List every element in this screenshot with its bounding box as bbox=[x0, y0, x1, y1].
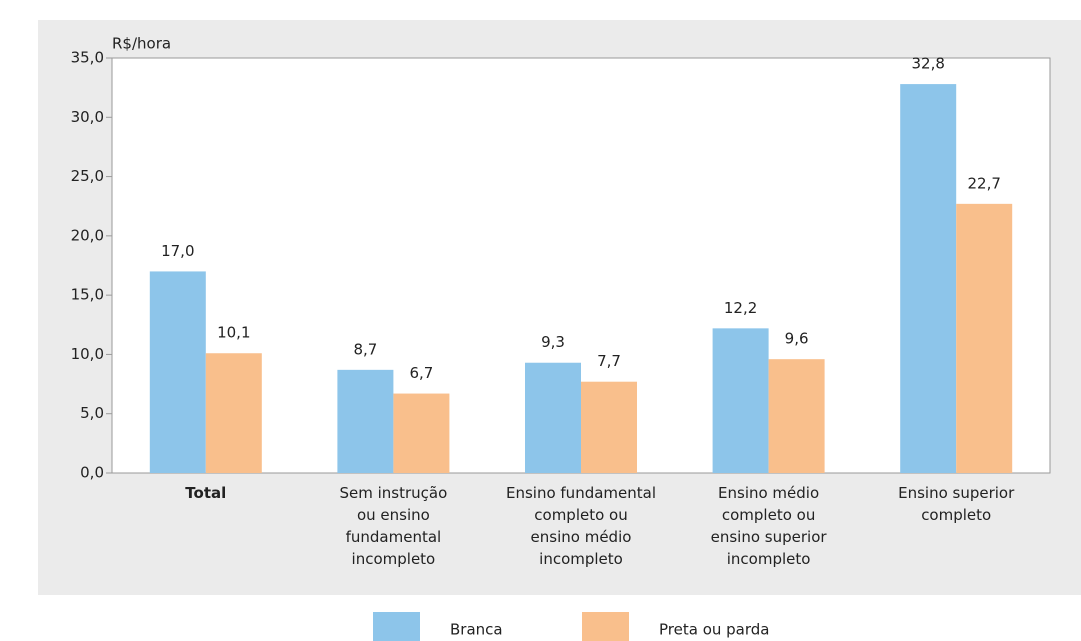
bar bbox=[768, 359, 825, 473]
x-tick-label-line: Ensino superior bbox=[898, 484, 1015, 502]
x-tick-label-line: Total bbox=[185, 484, 226, 502]
y-tick-label: 10,0 bbox=[71, 345, 104, 363]
y-tick-label: 30,0 bbox=[71, 108, 104, 126]
y-tick-label: 25,0 bbox=[71, 167, 104, 185]
value-label: 32,8 bbox=[911, 55, 944, 73]
x-tick-label-line: completo ou bbox=[722, 506, 815, 524]
value-label: 9,3 bbox=[541, 333, 565, 351]
x-tick-label-line: Ensino fundamental bbox=[506, 484, 656, 502]
value-label: 17,0 bbox=[161, 242, 194, 260]
x-tick-label-line: incompleto bbox=[352, 550, 436, 568]
x-tick-label-line: Sem instrução bbox=[340, 484, 448, 502]
x-tick-label-line: incompleto bbox=[727, 550, 811, 568]
bar bbox=[712, 328, 769, 473]
bar bbox=[956, 203, 1013, 474]
x-tick-label-line: fundamental bbox=[346, 528, 442, 546]
y-tick-label: 0,0 bbox=[80, 464, 104, 482]
y-tick-label: 15,0 bbox=[71, 286, 104, 304]
value-label: 6,7 bbox=[409, 364, 433, 382]
y-axis-label: R$/hora bbox=[112, 35, 171, 53]
legend-swatch bbox=[373, 612, 420, 641]
x-tick-label: Ensino superior completo bbox=[898, 484, 1015, 524]
x-tick-label-line: completo ou bbox=[534, 506, 627, 524]
x-tick-label-line: ensino médio bbox=[531, 528, 632, 546]
x-tick-label: Total bbox=[185, 484, 226, 502]
value-label: 10,1 bbox=[217, 324, 250, 342]
legend-label: Branca bbox=[450, 621, 503, 639]
y-tick-label: 35,0 bbox=[71, 49, 104, 67]
value-label: 12,2 bbox=[724, 299, 757, 317]
y-tick-label: 5,0 bbox=[80, 404, 104, 422]
y-tick-label: 20,0 bbox=[71, 226, 104, 244]
x-tick-label: Ensino médio completo ou ensino superior in… bbox=[711, 484, 828, 568]
bar bbox=[525, 362, 581, 473]
x-tick-label: Sem instrução ou ensino fundamental incompl… bbox=[340, 484, 448, 568]
bar bbox=[393, 393, 450, 473]
legend-label: Preta ou parda bbox=[659, 621, 769, 639]
x-tick-label-line: incompleto bbox=[539, 550, 623, 568]
x-tick-label-line: Ensino médio bbox=[718, 484, 819, 502]
value-label: 9,6 bbox=[785, 330, 809, 348]
bar bbox=[581, 381, 637, 473]
value-label: 7,7 bbox=[597, 352, 621, 370]
x-tick-label-line: completo bbox=[921, 506, 991, 524]
bar bbox=[337, 369, 394, 473]
x-tick-label: Ensino fundamental completo ou ensino médi… bbox=[506, 484, 656, 568]
value-label: 8,7 bbox=[353, 340, 377, 358]
x-tick-label-line: ensino superior bbox=[711, 528, 828, 546]
value-label: 22,7 bbox=[967, 174, 1000, 192]
bar bbox=[900, 84, 957, 473]
bar bbox=[205, 353, 262, 473]
x-tick-label-line: ou ensino bbox=[357, 506, 430, 524]
legend-swatch bbox=[582, 612, 629, 641]
bar bbox=[149, 271, 206, 473]
